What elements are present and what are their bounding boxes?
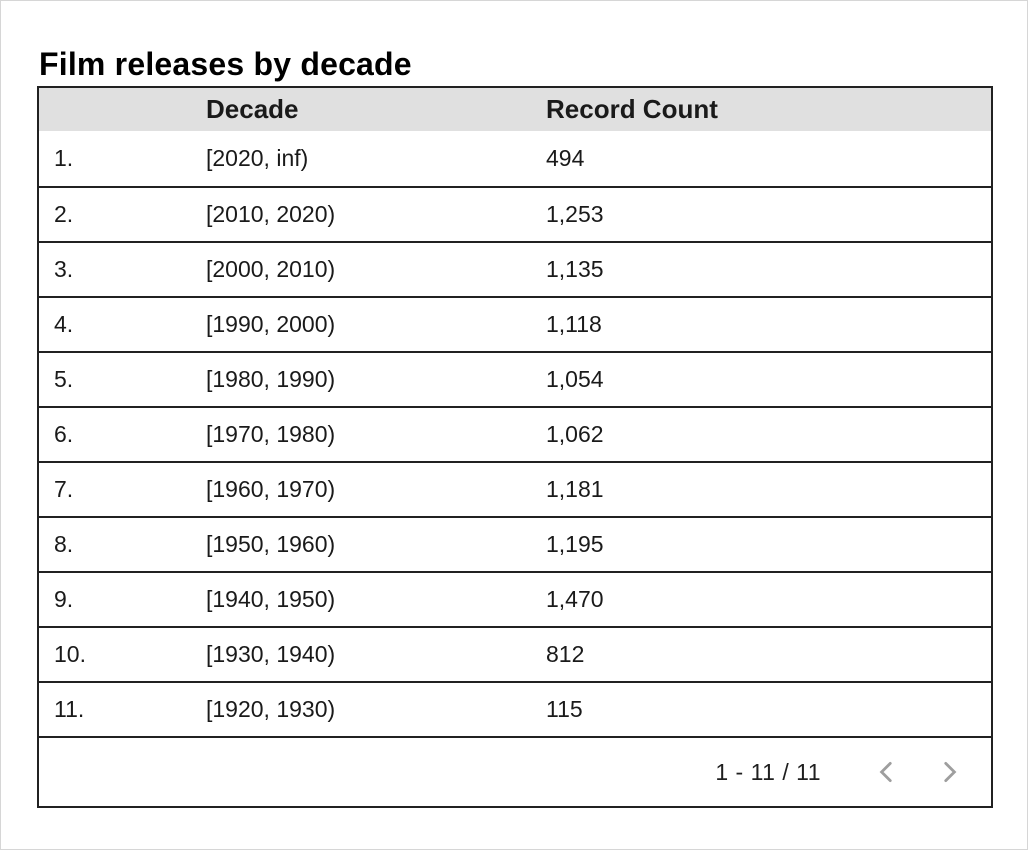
table-header-row: Decade Record Count: [39, 88, 991, 131]
chevron-left-icon: [874, 759, 900, 785]
record-count-cell: 115: [546, 696, 583, 722]
record-count-cell: 1,062: [546, 421, 604, 447]
data-table: Decade Record Count 1. [2020, inf) 494 2…: [37, 86, 993, 808]
record-count-cell: 812: [546, 641, 585, 667]
record-count-cell: 1,181: [546, 476, 604, 502]
previous-page-button[interactable]: [865, 750, 909, 794]
decade-cell: [2010, 2020): [206, 201, 336, 227]
row-index-cell: 2.: [54, 201, 74, 227]
next-page-button[interactable]: [927, 750, 971, 794]
record-count-cell: 1,118: [546, 311, 602, 337]
row-index-cell: 3.: [54, 256, 74, 282]
row-index-cell: 10.: [54, 641, 86, 667]
header-decade-cell[interactable]: Decade: [206, 94, 299, 124]
row-index-cell: 9.: [54, 586, 74, 612]
table-row: 9. [1940, 1950) 1,470: [39, 571, 991, 626]
decade-cell: [1980, 1990): [206, 366, 336, 392]
table-row: 10. [1930, 1940) 812: [39, 626, 991, 681]
record-count-cell: 1,135: [546, 256, 604, 282]
record-count-cell: 1,470: [546, 586, 604, 612]
table-row: 8. [1950, 1960) 1,195: [39, 516, 991, 571]
row-index-cell: 5.: [54, 366, 74, 392]
table-body: 1. [2020, inf) 494 2. [2010, 2020) 1,253…: [39, 131, 991, 736]
decade-cell: [2020, inf): [206, 145, 309, 171]
page-title: Film releases by decade: [39, 46, 412, 83]
table-row: 5. [1980, 1990) 1,054: [39, 351, 991, 406]
decade-cell: [1960, 1970): [206, 476, 336, 502]
row-index-cell: 11.: [54, 696, 85, 722]
decade-cell: [1940, 1950): [206, 586, 336, 612]
decade-cell: [1930, 1940): [206, 641, 336, 667]
table-row: 2. [2010, 2020) 1,253: [39, 186, 991, 241]
row-index-cell: 7.: [54, 476, 74, 502]
table-row: 11. [1920, 1930) 115: [39, 681, 991, 736]
decade-cell: [2000, 2010): [206, 256, 336, 282]
record-count-cell: 1,195: [546, 531, 604, 557]
record-count-cell: 494: [546, 145, 585, 171]
decade-cell: [1990, 2000): [206, 311, 336, 337]
table-row: 6. [1970, 1980) 1,062: [39, 406, 991, 461]
row-index-cell: 1.: [54, 145, 74, 171]
record-count-cell: 1,054: [546, 366, 604, 392]
row-index-cell: 8.: [54, 531, 74, 557]
table-row: 1. [2020, inf) 494: [39, 131, 991, 186]
record-count-cell: 1,253: [546, 201, 604, 227]
decade-cell: [1950, 1960): [206, 531, 336, 557]
decade-cell: [1920, 1930): [206, 696, 336, 722]
table-row: 3. [2000, 2010) 1,135: [39, 241, 991, 296]
decade-cell: [1970, 1980): [206, 421, 336, 447]
table-footer: 1 - 11 / 11: [39, 736, 991, 806]
table-row: 7. [1960, 1970) 1,181: [39, 461, 991, 516]
table-row: 4. [1990, 2000) 1,118: [39, 296, 991, 351]
row-index-cell: 4.: [54, 311, 74, 337]
chevron-right-icon: [936, 759, 962, 785]
row-index-cell: 6.: [54, 421, 74, 447]
header-record-count-cell[interactable]: Record Count: [546, 94, 718, 124]
pagination-range-label: 1 - 11 / 11: [715, 758, 821, 785]
